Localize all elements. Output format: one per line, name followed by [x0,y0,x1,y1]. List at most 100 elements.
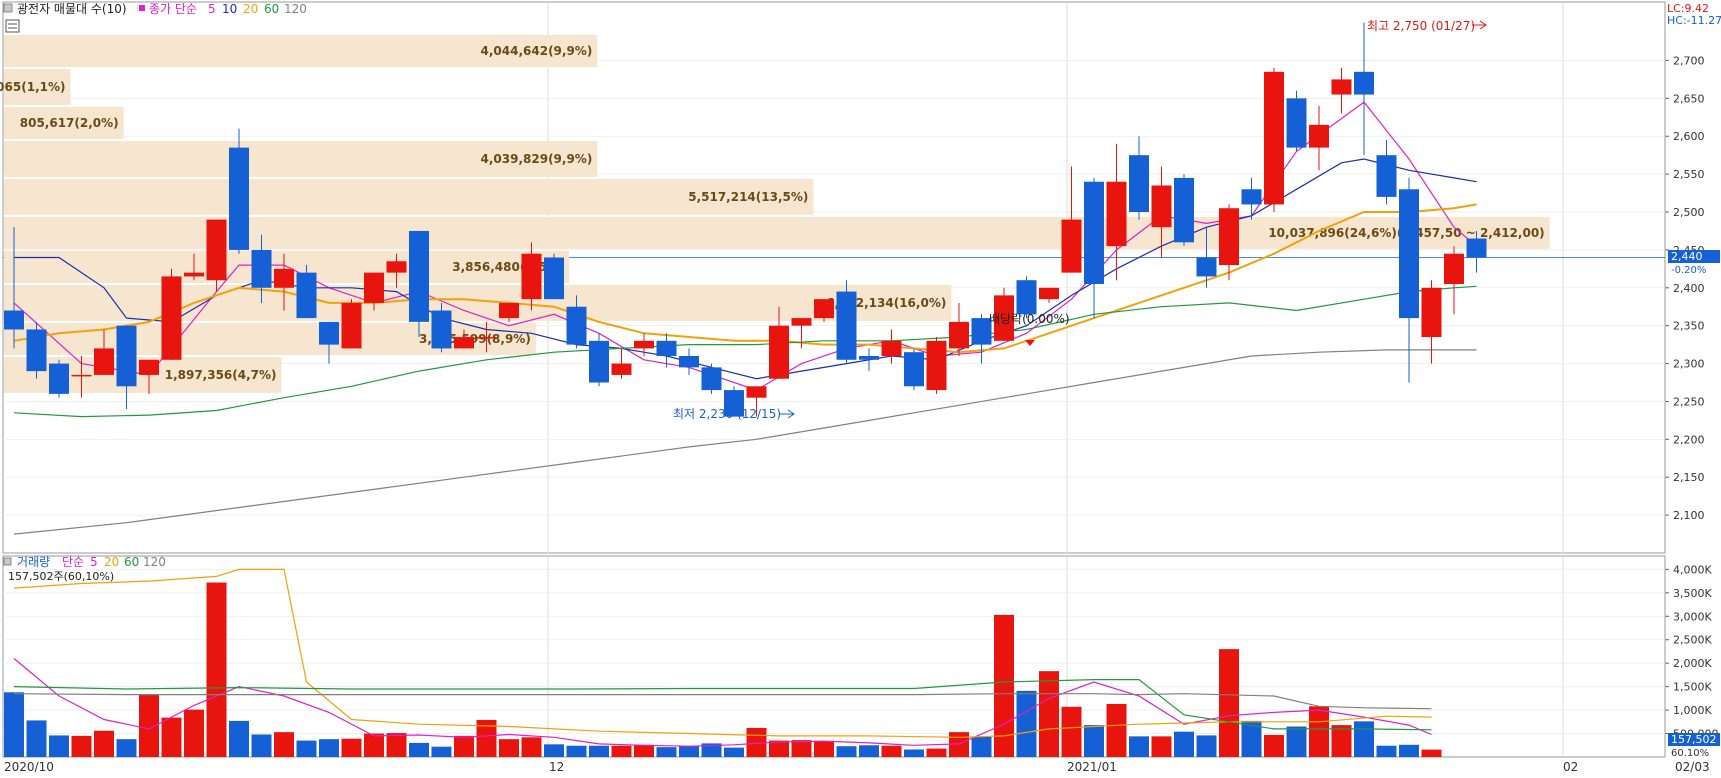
candle-body [1039,287,1059,300]
candle [71,355,92,398]
candle-body [949,321,969,349]
volume-bar [476,719,497,757]
volume-bar [521,737,542,757]
candle [1039,287,1059,303]
candle [971,314,992,364]
volume-bar [544,744,564,757]
candle [544,253,564,300]
volume-bar [859,745,879,757]
candle-body [746,386,767,398]
candle [656,333,677,368]
candle [386,253,407,288]
volume-bar [206,582,227,757]
volume-bar [139,694,159,757]
volume-ma-label: 단순 [62,555,84,569]
volume-bar [926,748,947,757]
volume-bars [4,582,1442,757]
candle-body [206,219,227,281]
price-tick-label: 2,300 [1673,358,1705,371]
candle [454,329,474,349]
volume-last-value: 157,502주(60,10%) [8,570,114,583]
vol-ma60-legend: 60 [124,555,139,569]
volume-bar [904,749,924,757]
candle-body [1061,219,1082,273]
x-label-02-03: 02/03 [1675,760,1710,774]
candle-body [1331,79,1352,95]
candle [184,253,204,281]
ma10-legend: 10 [222,2,237,16]
volume-bar [814,741,834,757]
candle [836,280,857,364]
candle-body [566,306,587,345]
candle-body [139,359,159,375]
volume-bar [319,739,339,757]
candle-body [1376,155,1397,197]
grid-lines [2,1,1666,758]
candle [859,348,879,372]
volume-tick-label: 1,000K [1673,704,1712,717]
volume-profile-band [4,106,124,140]
volume-bar [1241,720,1262,757]
volume-bar [1039,671,1059,757]
candle-body [431,310,452,349]
volume-profile-label: 4,039,829(9,9%) [481,152,593,166]
volume-bar [724,747,744,757]
price-legend-toggle[interactable] [3,3,13,13]
candle [589,333,609,387]
low-annotation: 최저 2,230 (12/15) [673,407,781,421]
candle-body [1129,155,1149,213]
volume-bar [386,733,407,757]
candle-body [296,272,317,319]
volume-bar [1421,749,1442,757]
volume-bar [161,717,182,757]
candle [296,265,317,319]
volume-bar [364,733,384,757]
candle-body [1421,287,1442,338]
x-label-02: 02 [1563,760,1578,774]
candle-body [1241,189,1262,205]
price-tick-label: 2,650 [1673,92,1705,105]
candle-body [476,337,497,339]
candle-body [71,374,92,377]
candle-body [454,337,474,349]
candle-body [1286,98,1307,148]
candle-body [1309,124,1329,148]
volume-bar [184,709,204,757]
candle-body [836,291,857,360]
volume-bar [701,743,722,757]
volume-legend-toggle[interactable] [3,557,12,566]
volume-bar [1376,745,1397,757]
candle [1421,280,1442,364]
candle [1354,22,1374,156]
candle-body [1174,177,1194,243]
candle-body [521,253,542,300]
candle-body [364,272,384,303]
volume-bar [1331,725,1352,757]
calculator-icon[interactable] [5,19,20,33]
candle [1241,177,1262,220]
candle [409,230,429,338]
volume-ma60-line [13,678,1432,731]
ma-legend-marker [139,5,145,11]
candle [1264,68,1284,213]
candle [274,253,294,311]
ma-legend-label: 종가 단순 [149,2,197,16]
candle-body [499,302,519,319]
candle-body [274,268,294,288]
volume-bar [94,730,114,757]
price-tick-label: 2,500 [1673,206,1705,219]
volume-bar [1061,706,1082,757]
candle-body [904,352,924,387]
candle-body [881,340,902,356]
hc-label: HC:-11.27 [1667,14,1721,27]
dividend-marker-icon [1025,340,1035,346]
volume-tick-label: 3,000K [1673,610,1712,623]
volume-profile-label: 805,617(2,0%) [20,116,119,130]
candle [881,329,902,364]
candle-body [971,318,992,345]
volume-tick-label: 3,500K [1673,587,1712,600]
candle [139,359,159,394]
candle [994,287,1014,341]
candle-body [319,321,339,345]
